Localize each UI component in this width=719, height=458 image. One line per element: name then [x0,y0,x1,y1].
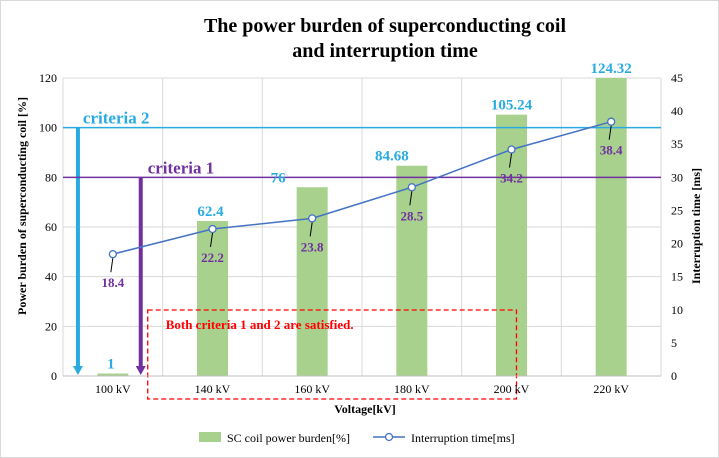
legend-label-bar: SC coil power burden[%] [227,431,350,445]
y-left-tick-label: 80 [45,170,57,184]
bar [396,165,428,376]
y-left-tick-label: 120 [39,71,57,85]
x-axis-label: Voltage[kV] [334,402,396,416]
line-data-label: 28.5 [400,208,423,223]
line-point [308,214,317,223]
y-left-tick-label: 60 [45,220,57,234]
chart-title-line-1: The power burden of superconducting coil [204,15,567,37]
bar [496,114,527,377]
reference-arrow-head [72,366,83,375]
y-axis-label-left: Power burden of superconducting coil [%] [15,97,29,315]
legend-swatch-marker [384,432,394,442]
line-data-label: 38.4 [600,143,623,158]
y-right-tick-label: 10 [671,303,683,317]
line-series [108,117,616,259]
y-right-tick-label: 35 [671,137,683,151]
y-axis-label-right: Interruption time [ms] [689,168,703,284]
reference-line-label: criteria 2 [83,109,150,128]
reference-line-label: criteria 1 [148,158,215,177]
y-left-tick-label: 40 [45,270,57,284]
x-tick-label: 220 kV [593,382,629,396]
line-point [108,250,117,259]
y-right-tick-label: 30 [671,170,683,184]
bar [197,221,228,376]
y-right-tick-label: 20 [671,237,683,251]
data-label-leader [608,125,612,140]
legend-swatch-bar [199,432,221,442]
x-tick-label: 140 kV [195,382,231,396]
data-label-leader [509,153,512,168]
y-right-tick-label: 40 [671,104,683,118]
y-left-tick-label: 0 [51,369,57,383]
bar-data-label: 124.32 [591,61,632,77]
line-data-label: 23.8 [301,239,324,254]
data-labels: 18.4 22.2 23.8 28.5 34.2 38.4 1 62.4 76 84.68 105.… [101,61,631,373]
line-point [507,145,516,154]
chart-title-line-2: and interruption time [292,40,478,62]
line-data-label: 22.2 [201,250,224,265]
axes: 0 20 40 60 80 100 120 0 5 10 15 20 25 30 35 40 45 100 kV 1… [39,71,683,396]
x-tick-label: 160 kV [294,382,330,396]
x-tick-label: 200 kV [494,382,530,396]
reference-arrow-head [135,366,146,375]
bar-data-label: 62.4 [197,204,224,220]
line-data-label: 34.2 [500,171,523,186]
annotation-dashed-box [147,309,518,400]
x-tick-label: 100 kV [95,382,131,396]
line-point [607,117,616,126]
data-label-leader [309,222,313,237]
bar-data-label: 76 [271,170,287,186]
x-tick-label: 180 kV [394,382,430,396]
bar-data-label: 105.24 [491,98,533,114]
y-left-tick-label: 20 [45,319,57,333]
legend: SC coil power burden[%] Interruption time… [199,431,515,445]
y-right-tick-label: 45 [671,71,683,85]
line-point [407,183,416,192]
line-data-label: 18.4 [101,275,124,290]
bar-data-label: 1 [107,357,115,373]
bar-data-label: 84.68 [375,149,409,165]
y-right-tick-label: 25 [671,203,683,217]
y-right-tick-label: 0 [671,369,677,383]
data-label-leader [110,258,114,273]
y-right-tick-label: 5 [671,336,677,350]
reference-lines: criteria 2 criteria 1 [63,109,661,375]
y-right-tick-label: 15 [671,270,683,284]
annotation-box: Both criteria 1 and 2 are satisfied. [147,309,518,400]
line-point [208,224,217,234]
y-left-tick-label: 100 [39,121,57,135]
data-label-leader [409,191,413,206]
bar [97,373,129,376]
data-label-leader [210,232,213,248]
legend-label-line: Interruption time[ms] [411,431,515,445]
interruption-time-line [112,120,612,255]
annotation-text: Both criteria 1 and 2 are satisfied. [166,317,354,332]
